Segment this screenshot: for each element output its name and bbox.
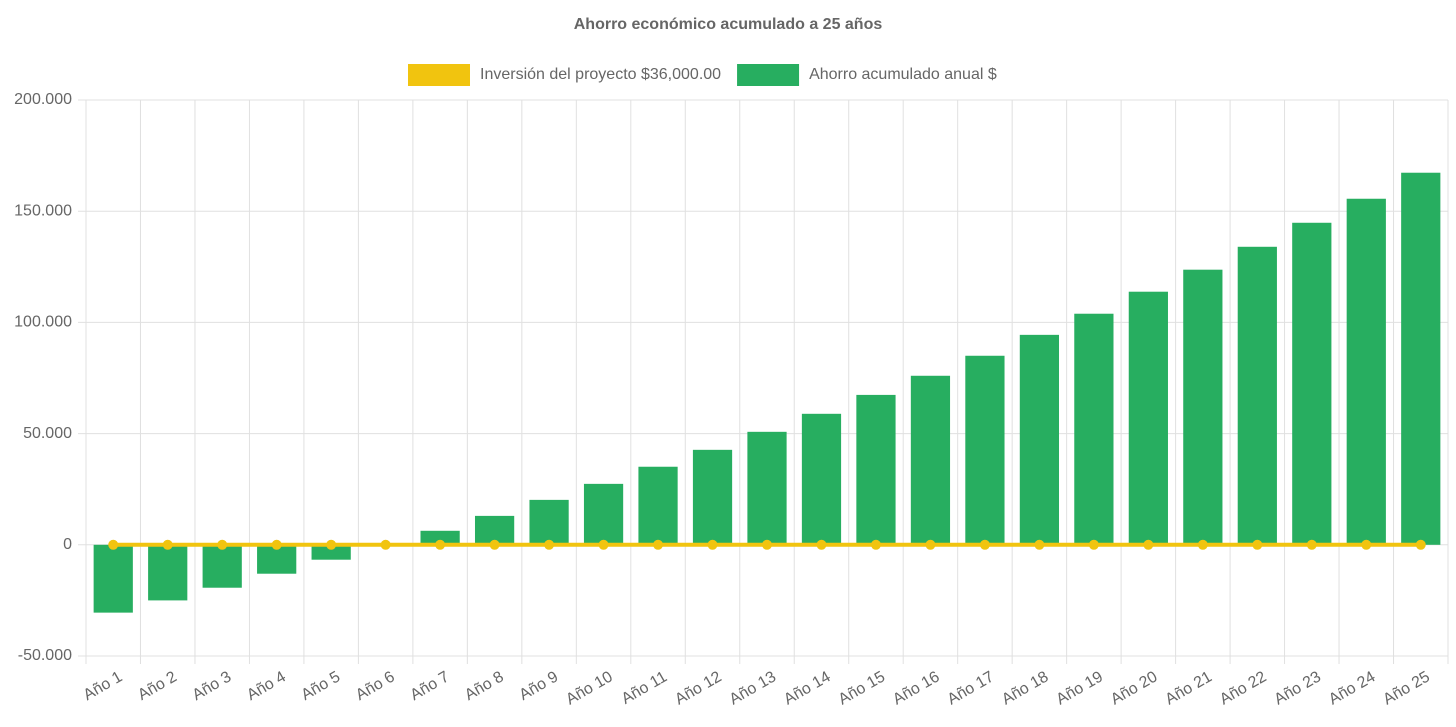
line-point xyxy=(816,539,827,550)
x-tick-label: Año 10 xyxy=(563,668,616,708)
x-tick-label: Año 25 xyxy=(1380,668,1433,708)
line-point xyxy=(1088,539,1099,550)
y-tick-label: 100.000 xyxy=(14,314,72,331)
bar xyxy=(1019,334,1060,545)
bar xyxy=(1346,198,1386,545)
bar xyxy=(856,394,896,545)
y-tick-label: 50.000 xyxy=(23,425,72,442)
x-tick-label: Año 6 xyxy=(353,668,398,704)
y-tick-label: 0 xyxy=(63,536,72,553)
line-point xyxy=(707,539,718,550)
x-tick-label: Año 4 xyxy=(244,668,289,704)
x-tick-label: Año 3 xyxy=(190,668,235,704)
line-point xyxy=(435,539,446,550)
line-point xyxy=(326,539,337,550)
x-tick-label: Año 16 xyxy=(890,668,943,708)
line-point xyxy=(598,539,609,550)
bar xyxy=(638,466,678,545)
line-point xyxy=(870,539,881,550)
x-tick-label: Año 18 xyxy=(999,668,1052,708)
x-tick-label: Año 9 xyxy=(516,668,561,704)
bar xyxy=(801,413,842,545)
y-tick-label: -50.000 xyxy=(18,647,72,664)
x-tick-label: Año 22 xyxy=(1217,668,1270,708)
x-tick-label: Año 20 xyxy=(1108,668,1161,708)
x-tick-label: Año 21 xyxy=(1163,668,1216,708)
x-tick-label: Año 17 xyxy=(945,668,998,708)
bar xyxy=(529,499,569,545)
line-point xyxy=(925,539,936,550)
bar xyxy=(311,544,351,560)
line-point xyxy=(489,539,500,550)
line-point xyxy=(1306,539,1317,550)
x-tick-label: Año 8 xyxy=(462,668,507,704)
line-point xyxy=(217,539,228,550)
line-point xyxy=(380,539,391,550)
bar xyxy=(1183,269,1223,545)
x-tick-label: Año 19 xyxy=(1054,668,1107,708)
x-tick-label: Año 13 xyxy=(727,668,780,708)
line-point xyxy=(1252,539,1263,550)
x-tick-label: Año 14 xyxy=(781,668,834,708)
line-point xyxy=(979,539,990,550)
line-point xyxy=(108,539,119,550)
bar xyxy=(1401,172,1441,545)
bar xyxy=(420,530,460,545)
x-tick-label: Año 23 xyxy=(1271,668,1324,708)
bar xyxy=(965,355,1005,545)
legend-label[interactable]: Ahorro acumulado anual $ xyxy=(809,66,997,83)
line-point xyxy=(544,539,555,550)
bar xyxy=(1292,222,1332,545)
legend-swatch[interactable] xyxy=(737,64,800,86)
x-tick-label: Año 24 xyxy=(1326,668,1379,708)
bar xyxy=(1128,291,1168,545)
line-point xyxy=(1415,539,1426,550)
chart-title: Ahorro económico acumulado a 25 años xyxy=(574,16,883,33)
bar xyxy=(747,431,787,545)
line-point xyxy=(1197,539,1208,550)
line-point xyxy=(762,539,772,550)
x-tick-label: Año 7 xyxy=(408,668,453,704)
y-tick-label: 200.000 xyxy=(14,91,72,108)
x-tick-label: Año 2 xyxy=(135,668,180,704)
bar xyxy=(583,483,624,545)
line-point xyxy=(1361,539,1372,550)
x-tick-label: Año 11 xyxy=(619,668,670,708)
bar xyxy=(202,544,242,588)
line-point xyxy=(653,539,664,550)
line-point xyxy=(162,539,173,550)
bar xyxy=(1074,313,1114,545)
line-point xyxy=(1143,539,1154,550)
line-point xyxy=(1034,539,1045,550)
bar xyxy=(93,544,133,613)
x-tick-label: Año 1 xyxy=(81,668,126,704)
bar xyxy=(692,449,733,545)
x-tick-label: Año 12 xyxy=(672,668,725,708)
legend-label[interactable]: Inversión del proyecto $36,000.00 xyxy=(480,66,721,83)
bar xyxy=(910,375,951,545)
x-tick-label: Año 5 xyxy=(299,668,344,704)
line-point xyxy=(271,539,282,550)
x-tick-label: Año 15 xyxy=(836,668,889,708)
legend-swatch[interactable] xyxy=(408,64,470,86)
y-tick-label: 150.000 xyxy=(14,202,72,219)
bar xyxy=(1237,246,1277,545)
bar xyxy=(148,544,188,601)
